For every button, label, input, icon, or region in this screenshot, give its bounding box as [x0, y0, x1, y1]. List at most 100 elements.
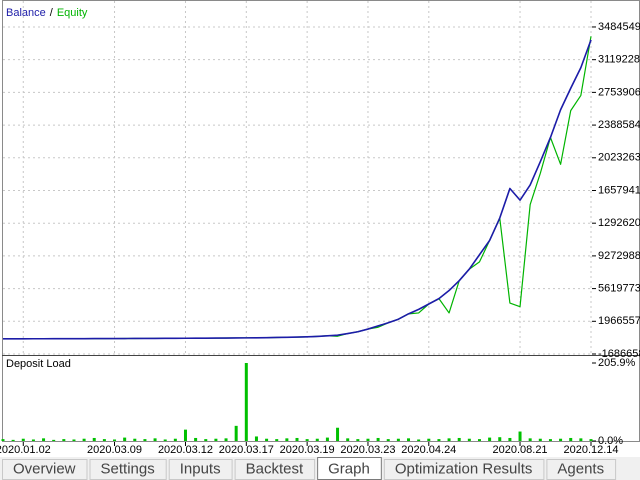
bar [123, 437, 127, 441]
bar [194, 437, 198, 441]
bar [254, 436, 258, 441]
y-tick-label: 31192280 [598, 54, 640, 66]
bar [366, 438, 370, 441]
bar [579, 438, 583, 441]
y-tick-label: 12926203 [598, 217, 640, 229]
tab[interactable]: Backtest [234, 459, 316, 480]
y-tick-label: 34845495 [598, 21, 640, 33]
bar [386, 439, 390, 441]
bar [92, 437, 96, 441]
bar [72, 439, 76, 441]
bar [569, 437, 573, 441]
bar [508, 437, 512, 441]
tab-label[interactable]: Overview [13, 460, 76, 477]
bar [356, 439, 360, 441]
tab-label[interactable]: Inputs [180, 460, 221, 477]
y-tick-label: 205.9% [598, 357, 636, 369]
tab[interactable]: Inputs [168, 459, 233, 480]
bar [21, 438, 25, 441]
bar [305, 439, 309, 441]
y-tick-label: 23885849 [598, 119, 640, 131]
bar [447, 438, 451, 441]
legend-entry: Balance [6, 7, 46, 19]
bar [42, 438, 46, 441]
bar [62, 439, 66, 441]
bar [518, 431, 522, 441]
bar [427, 438, 431, 441]
bar [376, 437, 380, 441]
tab[interactable]: Graph [317, 457, 382, 480]
bar [417, 439, 421, 441]
bar [589, 439, 593, 441]
x-tick-label: 2020.03.12 [158, 444, 213, 456]
tab[interactable]: Optimization Results [383, 459, 545, 480]
bar [559, 438, 563, 441]
y-tick-label: 1966557 [598, 315, 640, 327]
bar [437, 439, 441, 441]
bar [11, 439, 15, 441]
bar [315, 438, 319, 441]
bar [346, 438, 350, 441]
y-tick-label: 16579418 [598, 184, 640, 196]
legend-separator: / [50, 7, 54, 19]
bar [183, 429, 187, 441]
bar [244, 363, 248, 441]
legend-entry: Equity [57, 7, 88, 19]
bar [488, 437, 492, 441]
series-line [2, 39, 592, 340]
bar [31, 439, 35, 441]
bar [82, 438, 86, 441]
y-tick-label: -1686658 [598, 348, 640, 360]
bar [173, 438, 177, 441]
bar [234, 425, 238, 441]
bar [275, 439, 279, 441]
bar [214, 438, 218, 441]
y-tick-label: 9272988 [598, 250, 640, 262]
y-tick-label: 20232634 [598, 152, 640, 164]
tab[interactable]: Agents [546, 459, 617, 480]
bar [336, 427, 340, 441]
y-tick-label: 0.0% [598, 435, 623, 447]
x-tick-label: 2020.04.24 [401, 444, 456, 456]
bar [467, 438, 471, 441]
x-tick-label: 2020.03.09 [87, 444, 142, 456]
bar [528, 438, 532, 441]
bar [538, 438, 542, 441]
tab-label[interactable]: Settings [101, 460, 155, 477]
tab[interactable]: Settings [89, 459, 167, 480]
tab-label[interactable]: Agents [557, 460, 604, 477]
x-tick-label: 2020.03.17 [219, 444, 274, 456]
legend: Balance / Equity [6, 7, 88, 19]
bar [52, 439, 56, 441]
tab-label[interactable]: Graph [328, 460, 370, 477]
bar [498, 437, 502, 441]
bar [548, 439, 552, 441]
bar [396, 438, 400, 441]
x-tick-label: 2020.12.14 [563, 444, 618, 456]
tab[interactable]: Overview [2, 459, 88, 480]
bar [295, 437, 299, 441]
bar [477, 439, 481, 441]
bar [285, 438, 289, 441]
x-tick-label: 2020.03.23 [340, 444, 395, 456]
y-tick-label: 27539064 [598, 86, 640, 98]
bar [143, 439, 147, 441]
bar [153, 438, 157, 441]
x-tick-label: 2020.01.02 [0, 444, 51, 456]
bar [224, 438, 228, 441]
bar [133, 438, 137, 441]
bar [407, 438, 411, 441]
x-tick-label: 2020.03.19 [280, 444, 335, 456]
x-tick-label: 2020.08.21 [493, 444, 548, 456]
tab-label[interactable]: Optimization Results [395, 460, 533, 477]
tab-label[interactable]: Backtest [246, 460, 304, 477]
bar [457, 437, 461, 441]
bar [102, 439, 106, 441]
panel-title: Deposit Load [6, 358, 71, 370]
bar [265, 438, 269, 441]
bar [113, 439, 117, 441]
bar [163, 439, 167, 441]
